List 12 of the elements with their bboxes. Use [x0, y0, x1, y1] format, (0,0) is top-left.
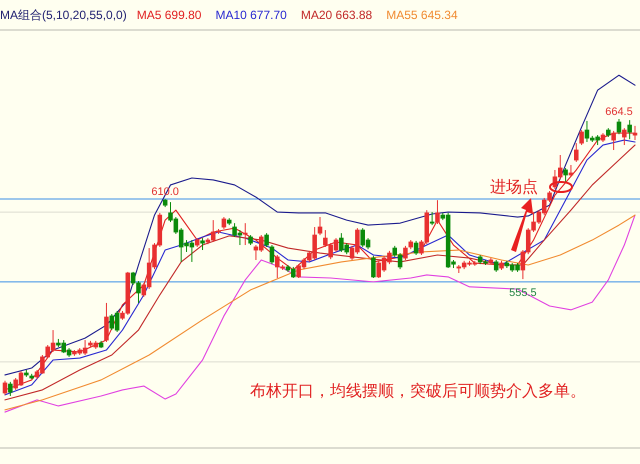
annotation: 布林开口，均线摆顺，突破后可顺势介入多单。 [250, 382, 586, 400]
candlestick [200, 238, 205, 251]
text: MA10 677.70 [215, 8, 288, 22]
candlestick [632, 125, 638, 141]
candlestick [242, 222, 248, 246]
text: MA55 645.34 [386, 8, 458, 22]
annotation: 进场点 [490, 178, 538, 196]
annotation: 664.5 [605, 106, 633, 118]
text: MA20 663.88 [300, 8, 373, 22]
text: MA5 699.80 [136, 8, 202, 22]
legend-title: MA组合(5,10,20,55,0,0) [0, 8, 127, 22]
candlestick [627, 120, 632, 140]
